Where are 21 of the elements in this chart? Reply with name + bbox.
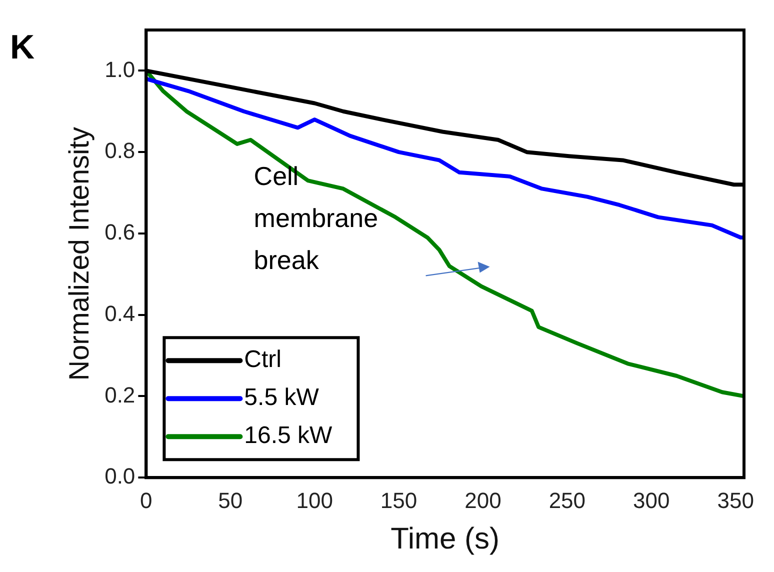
y-tick-label: 0.2 xyxy=(104,382,136,408)
y-tick-label: 0.0 xyxy=(104,464,136,489)
x-tick-label: 350 xyxy=(717,488,754,513)
x-tick-label: 150 xyxy=(380,488,418,513)
y-axis-title: Normalized Intensity xyxy=(64,126,95,381)
legend-label: Ctrl xyxy=(244,346,282,374)
x-axis-title: Time (s) xyxy=(390,522,500,556)
x-tick-label: 250 xyxy=(548,488,586,513)
y-tick-label: 1.0 xyxy=(104,56,136,82)
x-tick-label: 0 xyxy=(140,488,152,513)
legend-label: 5.5 kW xyxy=(244,384,320,412)
chart-title: K xyxy=(10,28,35,66)
x-tick-label: 100 xyxy=(296,488,333,513)
y-tick-label: 0.8 xyxy=(104,138,136,164)
y-tick-label: 0.6 xyxy=(104,220,136,245)
legend-label: 16.5 kW xyxy=(244,422,333,450)
y-tick-label: 0.4 xyxy=(104,300,136,326)
x-tick-label: 300 xyxy=(633,488,670,513)
x-tick-label: 200 xyxy=(464,488,502,513)
x-tick-label: 50 xyxy=(218,488,243,513)
annotation: Cell membrane break xyxy=(254,160,378,275)
